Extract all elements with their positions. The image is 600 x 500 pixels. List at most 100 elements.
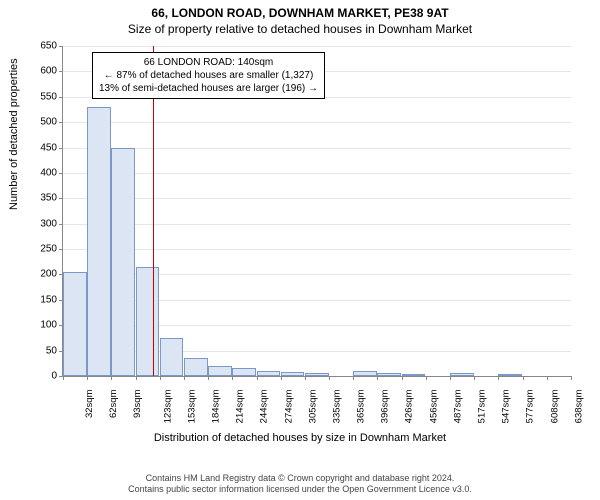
- y-tick: [59, 46, 63, 47]
- x-tick-label: 577sqm: [525, 390, 536, 424]
- x-tick-label: 487sqm: [452, 390, 463, 424]
- grid-line: [63, 173, 571, 174]
- x-tick: [474, 376, 475, 380]
- y-axis-title: Number of detached properties: [8, 58, 20, 210]
- x-tick-label: 517sqm: [476, 390, 487, 424]
- x-tick: [571, 376, 572, 380]
- grid-line: [63, 46, 571, 47]
- y-tick-label: 650: [27, 41, 57, 52]
- chart-area: 0501001502002503003504004505005506006503…: [62, 46, 570, 376]
- x-tick-label: 184sqm: [210, 390, 221, 424]
- x-tick: [87, 376, 88, 380]
- x-tick: [353, 376, 354, 380]
- histogram-bar: [450, 373, 474, 376]
- x-tick: [450, 376, 451, 380]
- grid-line: [63, 148, 571, 149]
- info-line-1: 66 LONDON ROAD: 140sqm: [99, 56, 318, 69]
- x-tick: [281, 376, 282, 380]
- x-tick: [377, 376, 378, 380]
- x-tick: [498, 376, 499, 380]
- info-box: 66 LONDON ROAD: 140sqm ← 87% of detached…: [92, 52, 325, 99]
- info-line-3: 13% of semi-detached houses are larger (…: [99, 82, 318, 95]
- histogram-bar: [63, 272, 87, 376]
- y-tick-label: 250: [27, 244, 57, 255]
- histogram-bar: [87, 107, 111, 376]
- grid-line: [63, 198, 571, 199]
- histogram-bar: [305, 373, 329, 376]
- x-tick-label: 547sqm: [501, 390, 512, 424]
- grid-line: [63, 122, 571, 123]
- y-tick-label: 500: [27, 117, 57, 128]
- info-line-2: ← 87% of detached houses are smaller (1,…: [99, 69, 318, 82]
- y-tick-label: 150: [27, 294, 57, 305]
- x-tick: [63, 376, 64, 380]
- x-tick-label: 123sqm: [162, 390, 173, 424]
- x-tick: [111, 376, 112, 380]
- x-tick-label: 274sqm: [283, 390, 294, 424]
- x-tick-label: 365sqm: [355, 390, 366, 424]
- histogram-bar: [498, 374, 522, 376]
- histogram-bar: [402, 374, 426, 376]
- y-tick-label: 450: [27, 142, 57, 153]
- y-tick: [59, 71, 63, 72]
- y-tick: [59, 148, 63, 149]
- footer: Contains HM Land Registry data © Crown c…: [0, 473, 600, 496]
- x-tick: [232, 376, 233, 380]
- histogram-bar: [353, 371, 377, 376]
- x-tick-label: 456sqm: [428, 390, 439, 424]
- histogram-bar: [111, 148, 135, 376]
- x-tick-label: 62sqm: [108, 390, 119, 419]
- footer-line-1: Contains HM Land Registry data © Crown c…: [0, 473, 600, 485]
- histogram-bar: [232, 368, 256, 376]
- x-tick: [208, 376, 209, 380]
- x-tick-label: 32sqm: [84, 390, 95, 419]
- histogram-bar: [377, 373, 401, 376]
- x-tick-label: 396sqm: [380, 390, 391, 424]
- y-tick: [59, 173, 63, 174]
- histogram-bar: [257, 371, 281, 376]
- y-tick: [59, 122, 63, 123]
- x-tick: [329, 376, 330, 380]
- y-tick-label: 600: [27, 66, 57, 77]
- x-tick-label: 335sqm: [331, 390, 342, 424]
- y-tick: [59, 224, 63, 225]
- x-tick: [305, 376, 306, 380]
- y-tick-label: 0: [27, 371, 57, 382]
- x-tick: [402, 376, 403, 380]
- histogram-bar: [136, 267, 160, 376]
- y-tick-label: 550: [27, 91, 57, 102]
- x-axis-title: Distribution of detached houses by size …: [0, 432, 600, 444]
- x-tick-label: 426sqm: [404, 390, 415, 424]
- x-tick-label: 608sqm: [549, 390, 560, 424]
- histogram-bar: [208, 366, 232, 376]
- y-tick-label: 350: [27, 193, 57, 204]
- x-tick: [257, 376, 258, 380]
- title-main: 66, LONDON ROAD, DOWNHAM MARKET, PE38 9A…: [0, 0, 600, 20]
- x-tick: [426, 376, 427, 380]
- y-tick-label: 400: [27, 167, 57, 178]
- x-tick-label: 244sqm: [259, 390, 270, 424]
- x-tick-label: 153sqm: [186, 390, 197, 424]
- title-sub: Size of property relative to detached ho…: [0, 20, 600, 36]
- grid-line: [63, 224, 571, 225]
- y-tick-label: 50: [27, 345, 57, 356]
- chart-container: 66, LONDON ROAD, DOWNHAM MARKET, PE38 9A…: [0, 0, 600, 500]
- x-tick-label: 305sqm: [307, 390, 318, 424]
- grid-line: [63, 249, 571, 250]
- histogram-bar: [281, 372, 305, 376]
- y-tick: [59, 97, 63, 98]
- x-tick: [184, 376, 185, 380]
- x-tick-label: 638sqm: [573, 390, 584, 424]
- x-tick-label: 93sqm: [132, 390, 143, 419]
- y-tick-label: 300: [27, 218, 57, 229]
- footer-line-2: Contains public sector information licen…: [0, 484, 600, 496]
- x-tick: [160, 376, 161, 380]
- histogram-bar: [160, 338, 184, 376]
- y-tick-label: 200: [27, 269, 57, 280]
- y-tick-label: 100: [27, 320, 57, 331]
- x-tick: [136, 376, 137, 380]
- y-tick: [59, 249, 63, 250]
- y-tick: [59, 198, 63, 199]
- x-tick-label: 214sqm: [234, 390, 245, 424]
- x-tick: [547, 376, 548, 380]
